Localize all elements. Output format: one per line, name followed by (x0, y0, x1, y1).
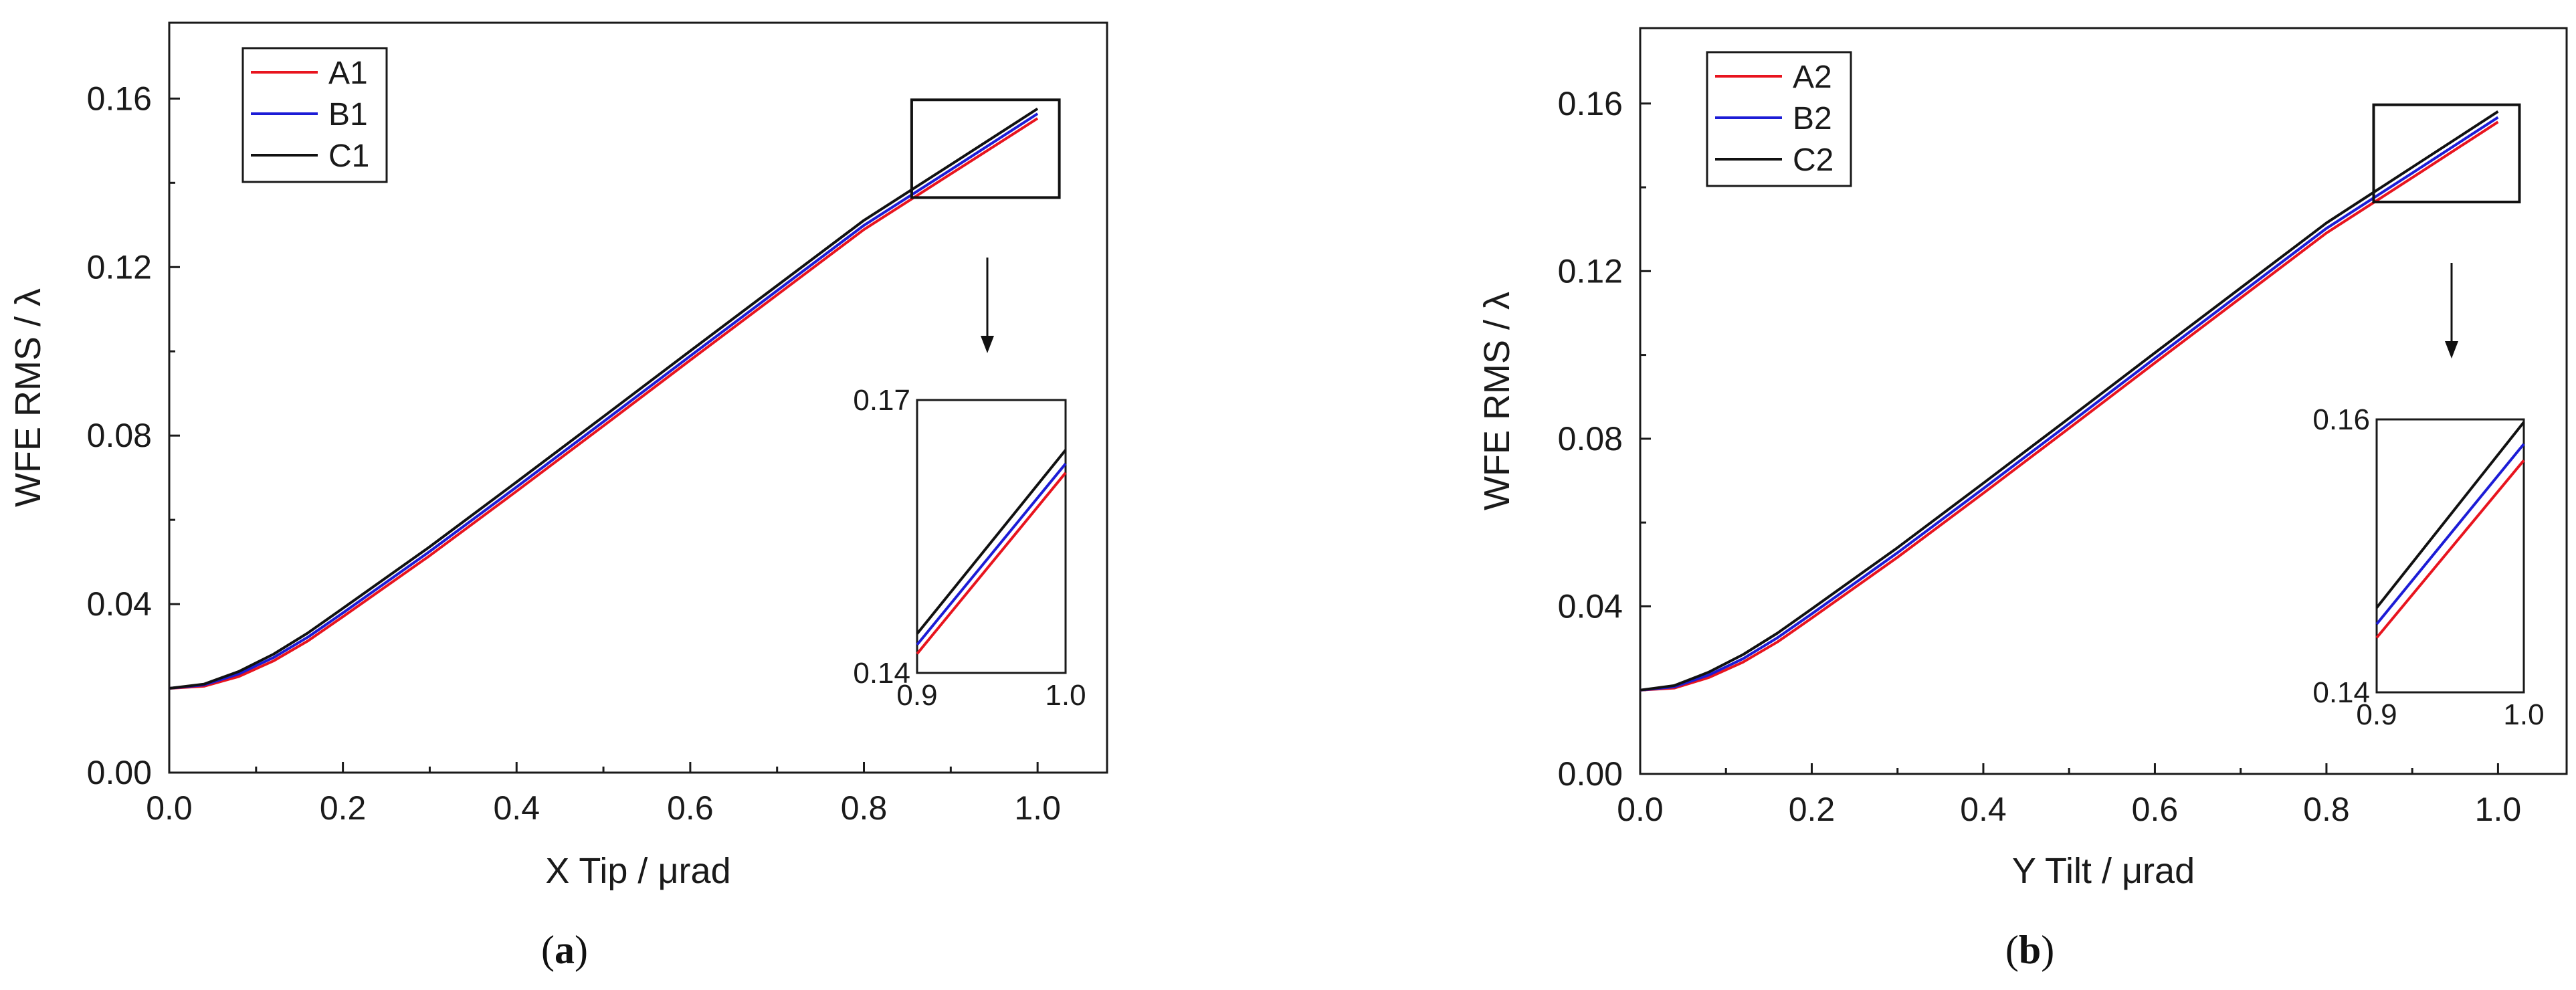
panel-label-close: ) (2041, 928, 2054, 972)
series-line-C2 (1640, 110, 2499, 692)
zoom-region-box (2372, 103, 2521, 203)
legend-label-C2: C2 (1793, 142, 1834, 178)
inset-line-B1 (916, 462, 1067, 646)
zoom-arrow-head (2445, 341, 2458, 359)
x-tick-label: 1.0 (1014, 789, 1061, 827)
series-line-C1 (169, 107, 1039, 690)
y-tick-label: 0.00 (1558, 755, 1623, 793)
series-line-B1 (169, 112, 1039, 690)
inset-x-tick-label: 0.9 (896, 679, 937, 712)
x-tick-label: 0.2 (320, 789, 367, 827)
inset-x-tick-label: 1.0 (1045, 679, 1086, 712)
x-tick-label: 0.8 (2303, 791, 2350, 828)
chart-panel-b: 0.0 0.2 0.4 0.6 0.8 1.0 0.00 0.04 0.08 0.12 0.16 Y … (1477, 27, 2568, 972)
y-tick-label: 0.12 (87, 248, 152, 286)
plot-frame (168, 21, 1108, 774)
inset-plot: 0.9 1.0 0.14 0.16 (2312, 403, 2544, 731)
series-line-B2 (1640, 116, 2499, 692)
inset-y-tick-label: 0.14 (853, 657, 910, 690)
legend-label-C1: C1 (328, 138, 369, 174)
panel-label-letter: b (2019, 928, 2041, 972)
panel-label: (b) (2005, 928, 2054, 972)
y-tick-label: 0.16 (87, 80, 152, 117)
zoom-region-box (910, 98, 1061, 199)
chart-panel-a: 0.0 0.2 0.4 0.6 0.8 1.0 0.00 0.04 0.08 0.12 0.16 X … (8, 21, 1108, 972)
inset-plot: 0.9 1.0 0.14 0.17 (853, 384, 1086, 712)
series-line-A2 (1640, 120, 2499, 692)
x-axis-label: Y Tilt / μrad (2012, 851, 2195, 891)
x-tick-label: 0.0 (146, 789, 193, 827)
series-line-A1 (169, 117, 1039, 690)
x-tick-label: 0.8 (841, 789, 888, 827)
inset-line-A2 (2375, 459, 2525, 639)
legend-label-A2: A2 (1793, 60, 1832, 95)
inset-x-tick-label: 0.9 (2356, 698, 2397, 731)
legend-label-B1: B1 (328, 97, 368, 132)
x-tick-label: 0.6 (667, 789, 714, 827)
inset-y-tick-label: 0.17 (853, 384, 910, 417)
legend-label-B2: B2 (1793, 101, 1832, 136)
panel-label-open: ( (541, 928, 555, 972)
plot-frame (1639, 27, 2568, 775)
y-axis-label: WFE RMS / λ (1477, 292, 1517, 510)
inset-x-tick-label: 1.0 (2503, 698, 2544, 731)
panel-label-open: ( (2005, 928, 2019, 972)
y-tick-label: 0.04 (87, 585, 152, 623)
x-tick-label: 0.2 (1789, 791, 1836, 828)
y-tick-label: 0.08 (87, 417, 152, 454)
x-axis-label: X Tip / μrad (545, 851, 730, 891)
inset-y-tick-label: 0.16 (2312, 403, 2370, 436)
y-tick-label: 0.16 (1558, 85, 1623, 122)
panel-label-close: ) (575, 928, 588, 972)
inset-frame (916, 399, 1067, 674)
y-tick-label: 0.08 (1558, 420, 1623, 458)
inset-frame (2375, 418, 2525, 694)
inset-line-C1 (916, 449, 1067, 635)
inset-y-tick-label: 0.14 (2312, 676, 2370, 709)
panel-label: (a) (541, 928, 588, 972)
x-tick-label: 0.4 (494, 789, 540, 827)
inset-line-B2 (2375, 443, 2525, 625)
legend-label-A1: A1 (328, 56, 368, 91)
y-tick-label: 0.04 (1558, 587, 1623, 625)
x-tick-label: 0.0 (1617, 791, 1664, 828)
x-tick-label: 0.4 (1960, 791, 2007, 828)
x-tick-label: 1.0 (2475, 791, 2522, 828)
inset-line-A1 (916, 472, 1067, 655)
panel-label-letter: a (555, 928, 575, 972)
y-tick-label: 0.00 (87, 754, 152, 791)
y-axis-label: WFE RMS / λ (8, 288, 48, 507)
x-tick-label: 0.6 (2132, 791, 2179, 828)
y-tick-label: 0.12 (1558, 252, 1623, 290)
zoom-arrow-head (981, 336, 994, 353)
inset-line-C2 (2375, 421, 2525, 609)
